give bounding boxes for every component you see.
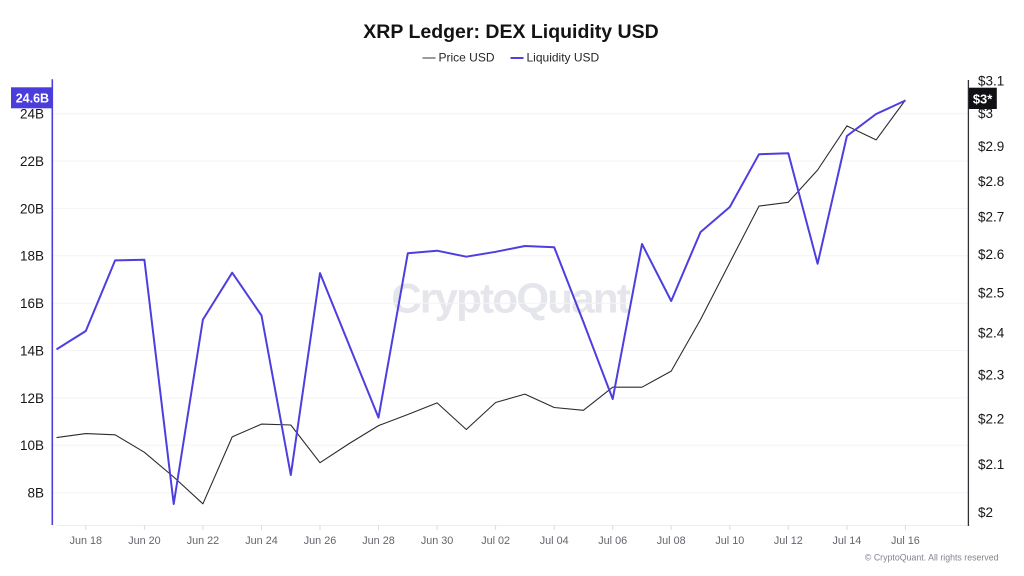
svg-text:$3: $3 bbox=[978, 106, 993, 121]
svg-text:$3*: $3* bbox=[973, 91, 993, 106]
svg-text:$2.2: $2.2 bbox=[978, 411, 1004, 426]
svg-text:$2.8: $2.8 bbox=[978, 174, 1004, 189]
svg-text:Jul 12: Jul 12 bbox=[774, 535, 803, 547]
svg-text:Jun 28: Jun 28 bbox=[362, 535, 394, 547]
svg-text:24B: 24B bbox=[20, 107, 44, 122]
svg-text:Jun 24: Jun 24 bbox=[245, 535, 277, 547]
svg-text:Jul 04: Jul 04 bbox=[540, 535, 569, 547]
svg-text:Jun 20: Jun 20 bbox=[128, 535, 160, 547]
svg-text:XRP Ledger: DEX Liquidity USD: XRP Ledger: DEX Liquidity USD bbox=[363, 21, 658, 43]
svg-text:Price USD: Price USD bbox=[439, 51, 495, 65]
svg-text:CryptoQuant: CryptoQuant bbox=[391, 275, 631, 322]
svg-text:Jul 10: Jul 10 bbox=[715, 535, 744, 547]
svg-text:Jun 22: Jun 22 bbox=[187, 535, 219, 547]
svg-text:Jul 14: Jul 14 bbox=[832, 535, 861, 547]
svg-text:Jun 26: Jun 26 bbox=[304, 535, 336, 547]
svg-text:$2.5: $2.5 bbox=[978, 285, 1004, 300]
svg-text:14B: 14B bbox=[20, 343, 44, 358]
svg-text:Jul 06: Jul 06 bbox=[598, 535, 627, 547]
svg-text:$2.9: $2.9 bbox=[978, 139, 1004, 154]
svg-text:Jul 08: Jul 08 bbox=[657, 535, 686, 547]
svg-text:Jun 18: Jun 18 bbox=[70, 535, 102, 547]
svg-text:16B: 16B bbox=[20, 296, 44, 311]
svg-text:Jun 30: Jun 30 bbox=[421, 535, 453, 547]
svg-text:© CryptoQuant. All rights rese: © CryptoQuant. All rights reserved bbox=[865, 553, 999, 563]
svg-text:Jul 16: Jul 16 bbox=[891, 535, 920, 547]
svg-text:$2.1: $2.1 bbox=[978, 457, 1004, 472]
svg-text:$2.4: $2.4 bbox=[978, 326, 1005, 341]
svg-text:$2.3: $2.3 bbox=[978, 368, 1004, 383]
svg-text:12B: 12B bbox=[20, 391, 44, 406]
svg-text:22B: 22B bbox=[20, 154, 44, 169]
svg-text:20B: 20B bbox=[20, 201, 44, 216]
svg-text:$3.1: $3.1 bbox=[978, 74, 1004, 89]
svg-text:8B: 8B bbox=[27, 486, 44, 501]
svg-text:Liquidity USD: Liquidity USD bbox=[527, 51, 600, 65]
svg-text:Jul 02: Jul 02 bbox=[481, 535, 510, 547]
svg-text:10B: 10B bbox=[20, 438, 44, 453]
svg-text:$2: $2 bbox=[978, 505, 993, 520]
svg-text:24.6B: 24.6B bbox=[16, 91, 49, 105]
svg-text:18B: 18B bbox=[20, 249, 44, 264]
svg-text:$2.7: $2.7 bbox=[978, 210, 1004, 225]
svg-text:$2.6: $2.6 bbox=[978, 247, 1004, 262]
